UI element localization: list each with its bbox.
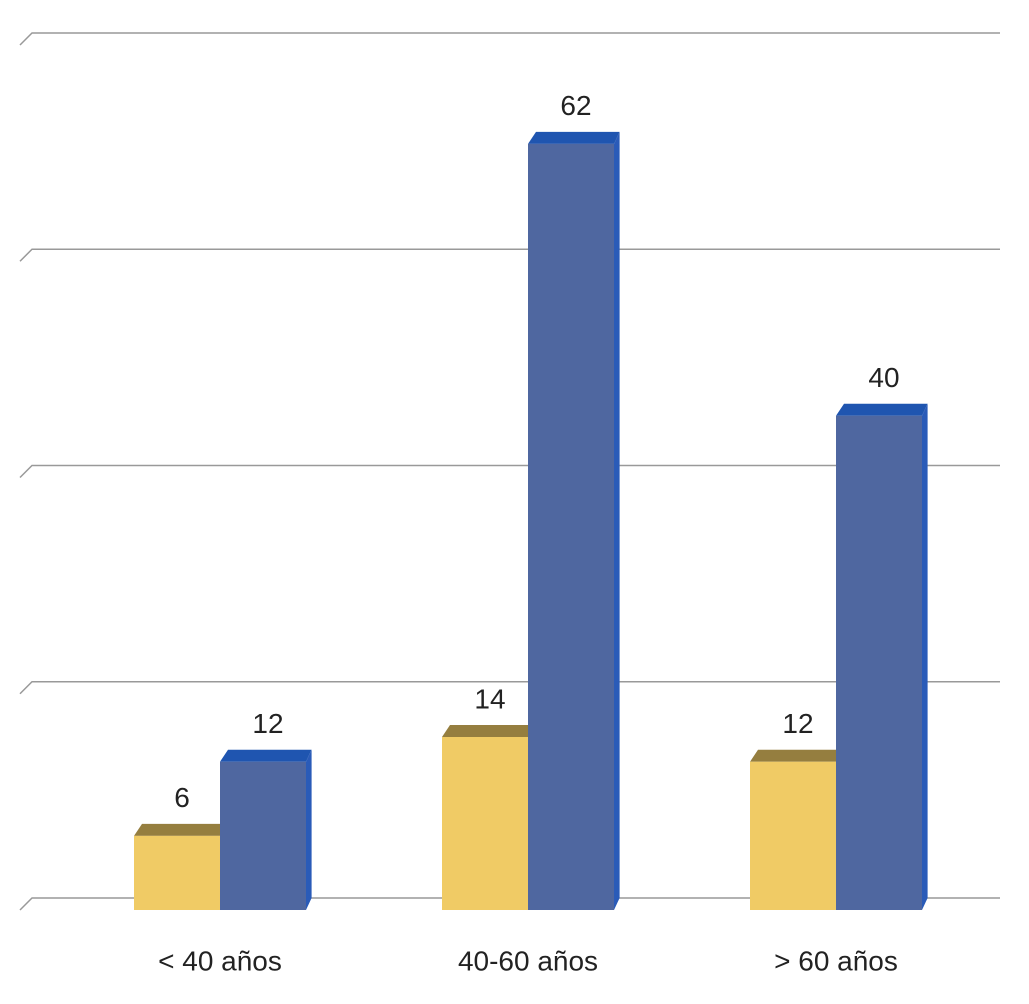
data-label: 12: [782, 708, 813, 739]
data-label: 6: [174, 782, 190, 813]
data-label: 14: [474, 683, 505, 714]
bar-top: [836, 403, 928, 416]
bar-top: [750, 749, 842, 762]
grid-line: [19, 32, 1000, 46]
bar-top: [528, 131, 620, 144]
bar: [836, 415, 922, 910]
x-tick-label: > 60 años: [774, 945, 898, 976]
bar: [750, 761, 836, 910]
data-label: 40: [868, 362, 899, 393]
bar: [220, 761, 306, 910]
bar: [528, 143, 614, 910]
bar: [442, 737, 528, 910]
grid-line: [19, 681, 1000, 695]
bar: [134, 835, 220, 910]
x-tick-label: 40-60 años: [458, 945, 598, 976]
bar-side: [306, 749, 312, 910]
grid-line: [19, 464, 1000, 479]
grid-line: [19, 248, 1000, 262]
bar-top: [220, 749, 312, 762]
bar-side: [922, 403, 928, 910]
grid-line: [19, 897, 1000, 911]
bar-top: [442, 725, 534, 737]
data-label: 12: [252, 708, 283, 739]
bar-top: [134, 823, 226, 836]
bar-side: [614, 131, 620, 910]
data-label: 62: [560, 90, 591, 121]
x-tick-label: < 40 años: [158, 945, 282, 976]
